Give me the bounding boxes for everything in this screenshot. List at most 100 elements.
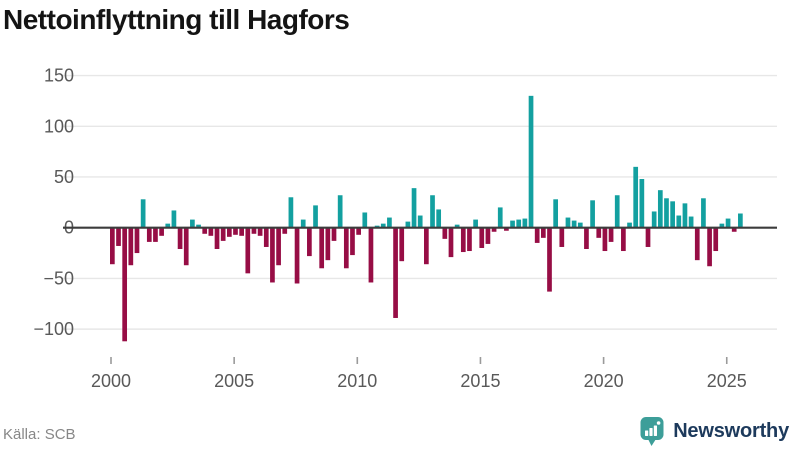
bar (153, 227, 158, 242)
bar (202, 227, 208, 234)
bar (584, 227, 589, 250)
bar (387, 217, 392, 228)
bar (467, 227, 472, 252)
bar (738, 213, 743, 228)
bar (694, 227, 700, 261)
bar (146, 227, 152, 242)
bar (460, 227, 466, 253)
bar (263, 227, 269, 247)
x-axis-tick-label: 2005 (214, 371, 254, 391)
bar (731, 227, 737, 232)
bar (319, 227, 325, 269)
bar (608, 227, 614, 242)
bar (430, 195, 435, 228)
bar (651, 211, 657, 228)
bar (645, 227, 651, 247)
bar (602, 227, 608, 252)
y-axis-tick-label: 150 (44, 66, 74, 86)
bar (257, 227, 263, 236)
bar (454, 224, 460, 228)
bar (627, 222, 632, 228)
bar (442, 227, 448, 239)
bar (701, 198, 706, 228)
bar (424, 227, 429, 265)
bar (190, 219, 195, 228)
bar (614, 195, 620, 228)
bar (134, 227, 140, 254)
bar (196, 224, 201, 228)
bar (707, 227, 712, 267)
bar (473, 219, 478, 228)
bar (436, 209, 442, 228)
bar (485, 227, 491, 244)
bar (621, 227, 626, 252)
bar (307, 227, 312, 257)
bar (110, 227, 115, 265)
bar (356, 227, 361, 235)
bar (282, 227, 288, 234)
bar (664, 198, 669, 228)
x-axis-tick-label: 2015 (460, 371, 500, 391)
bar (171, 210, 177, 228)
bar (128, 227, 134, 266)
bar (639, 179, 645, 228)
bar (522, 218, 528, 228)
bar (159, 227, 164, 236)
bar (300, 219, 306, 228)
bar (577, 222, 583, 228)
x-axis-tick-label: 2000 (91, 371, 131, 391)
bar (528, 95, 534, 228)
bar (233, 227, 238, 235)
bar (140, 199, 146, 228)
bar (448, 227, 454, 258)
newsworthy-icon (640, 416, 664, 446)
bar (657, 190, 663, 228)
bar (337, 195, 343, 228)
bar (590, 200, 595, 228)
bar (497, 207, 503, 228)
bar (417, 215, 423, 228)
bar (350, 227, 355, 256)
bar (116, 227, 121, 246)
bar (399, 227, 405, 262)
bar (559, 227, 565, 247)
bar (331, 227, 337, 241)
bar (479, 227, 485, 248)
bar (676, 215, 682, 228)
bar (325, 227, 331, 261)
bar (313, 205, 318, 228)
bar (491, 227, 497, 232)
y-axis-tick-label: 100 (44, 116, 74, 136)
bar (725, 218, 731, 228)
bar (596, 227, 602, 238)
bar (220, 227, 226, 241)
bar (405, 221, 411, 228)
bar (510, 220, 515, 228)
bar (547, 227, 552, 292)
bar (393, 227, 398, 318)
bar (516, 219, 522, 228)
bar (540, 227, 546, 238)
x-axis-tick-label: 2025 (707, 371, 747, 391)
y-axis-tick-label: 50 (54, 167, 74, 187)
bar (534, 227, 540, 243)
bar (571, 220, 577, 228)
source-label: Källa: SCB (3, 426, 76, 443)
bar (270, 227, 275, 283)
y-axis-tick-label: −100 (33, 319, 74, 339)
bar (504, 227, 509, 231)
bar (719, 223, 725, 228)
bar (251, 227, 257, 234)
x-axis-tick-label: 2020 (584, 371, 624, 391)
bar (633, 166, 639, 228)
bar (165, 223, 171, 228)
bar (288, 197, 294, 228)
bar (553, 199, 559, 228)
bar (226, 227, 232, 237)
bar (713, 227, 719, 252)
bar (380, 223, 386, 228)
bar (208, 227, 214, 236)
newsworthy-wordmark: Newsworthy (673, 419, 789, 442)
bar (411, 188, 417, 228)
